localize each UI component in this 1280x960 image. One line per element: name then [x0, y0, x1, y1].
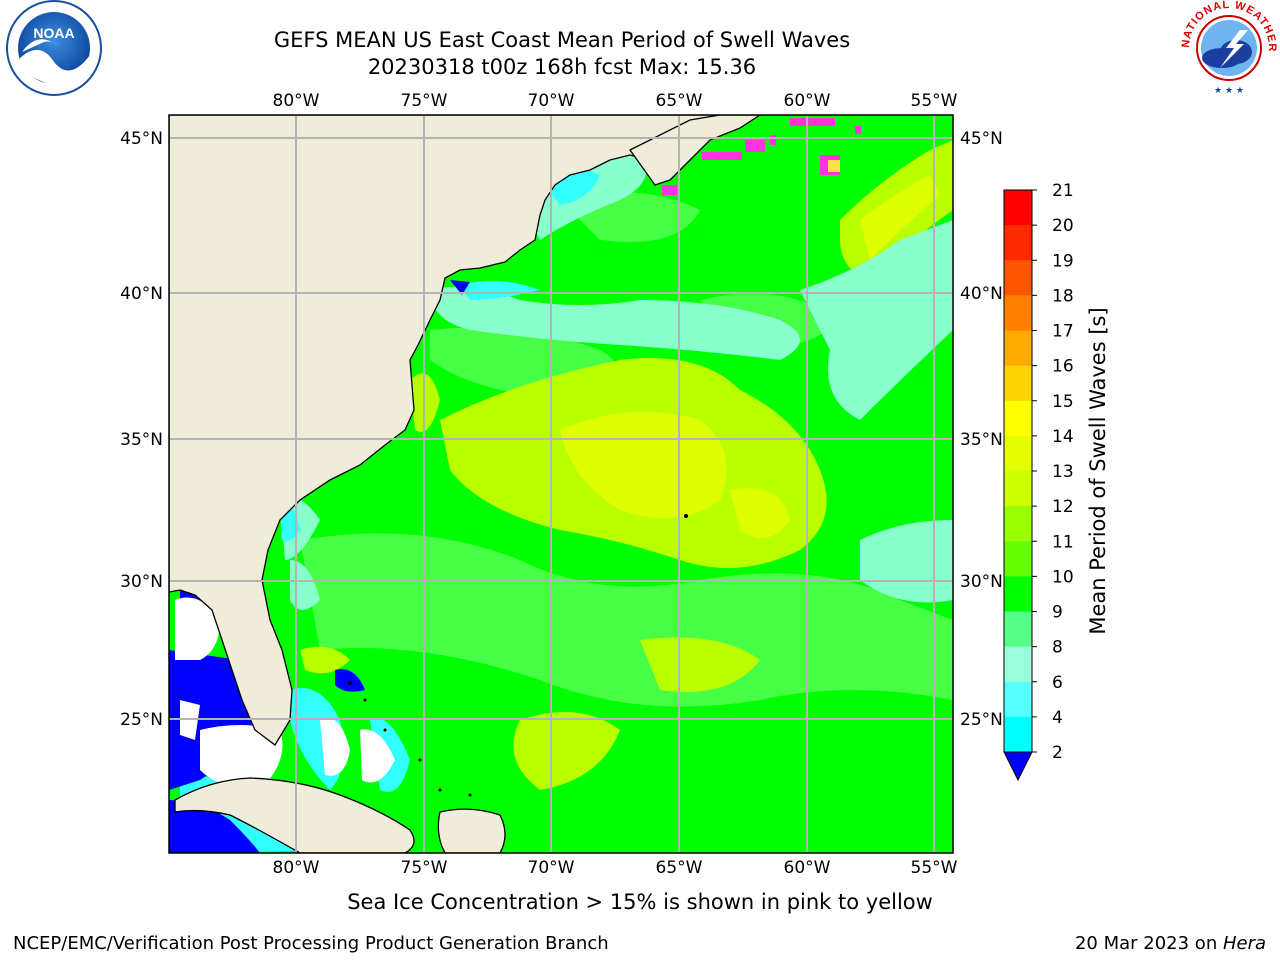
lon-label: 70°W: [528, 91, 575, 111]
land-nova-scotia: [629, 115, 762, 186]
lat-label: 45°N: [960, 129, 1003, 149]
footer-branch: NCEP/EMC/Verification Post Processing Pr…: [13, 933, 609, 954]
lat-labels-right: 45°N 40°N 35°N 30°N 25°N: [960, 129, 1003, 730]
colorbar-extension: [1003, 751, 1033, 782]
lon-label: 60°W: [784, 858, 831, 878]
lon-label: 75°W: [401, 91, 448, 111]
colorbar-tick-label: 19: [1052, 251, 1074, 271]
chart-title: GEFS MEAN US East Coast Mean Period of S…: [273, 28, 851, 52]
colorbar-segment: [1004, 576, 1032, 612]
colorbar-tick-label: 8: [1052, 638, 1063, 658]
colorbar-segment: [1004, 716, 1032, 753]
colorbar-segment: [1004, 260, 1032, 296]
lon-label: 70°W: [528, 858, 575, 878]
map-area: [169, 115, 953, 853]
footer-date-text: 20 Mar 2023 on: [1074, 933, 1223, 954]
colorbar-tick-label: 2: [1052, 743, 1063, 763]
lat-label: 25°N: [120, 710, 163, 730]
svg-text:★ ★ ★: ★ ★ ★: [1214, 86, 1244, 96]
lon-labels-top: 80°W 75°W 70°W 65°W 60°W 55°W: [273, 91, 958, 111]
lon-label: 60°W: [784, 91, 831, 111]
colorbar-tick-label: 12: [1052, 497, 1074, 517]
colorbar-tick-label: 14: [1052, 427, 1074, 447]
colorbar-tick-label: 13: [1052, 462, 1074, 482]
nws-logo: NATIONAL WEATHER SERVICE ★ ★ ★: [0, 0, 1278, 96]
footer-date: 20 Mar 2023 on Hera: [1075, 933, 1266, 954]
colorbar-tick-label: 18: [1052, 286, 1074, 306]
colorbar-tick-label: 4: [1052, 708, 1063, 728]
graticule: [169, 115, 953, 853]
sea-ice-note: Sea Ice Concentration > 15% is shown in …: [347, 890, 933, 914]
land-cuba: [174, 777, 415, 853]
colorbar-tick-label: 16: [1052, 357, 1074, 377]
lat-label: 45°N: [120, 129, 163, 149]
colorbar-segment: [1004, 365, 1032, 402]
colorbar-tick-label: 17: [1052, 322, 1074, 342]
colorbar-label: Mean Period of Swell Waves [s]: [1086, 307, 1110, 634]
lon-label: 75°W: [401, 858, 448, 878]
lon-label: 55°W: [911, 91, 958, 111]
lat-label: 40°N: [120, 284, 163, 304]
lon-label: 80°W: [273, 858, 320, 878]
lon-label: 65°W: [656, 858, 703, 878]
lat-label: 35°N: [120, 430, 163, 450]
lat-label: 40°N: [960, 284, 1003, 304]
lat-labels-left: 45°N 40°N 35°N 30°N 25°N: [120, 129, 163, 730]
lon-label: 80°W: [273, 91, 320, 111]
svg-text:NATIONAL WEATHER SERVICE: NATIONAL WEATHER SERVICE: [0, 0, 1278, 52]
lat-label: 35°N: [960, 430, 1003, 450]
colorbar-segment: [1004, 190, 1032, 226]
nws-logo-text: NATIONAL WEATHER SERVICE: [0, 0, 1277, 52]
colorbar-segment: [1004, 225, 1032, 261]
colorbar-segment: [1004, 611, 1032, 648]
colorbar-segment: [1004, 506, 1032, 542]
noaa-logo-text: NOAA: [33, 25, 74, 41]
colorbar-segment: [1004, 646, 1032, 683]
colorbar-segment: [1004, 681, 1032, 718]
lon-label: 55°W: [911, 858, 958, 878]
colorbar-segment: [1004, 330, 1032, 367]
colorbar-segment: [1004, 400, 1032, 437]
lat-label: 30°N: [120, 572, 163, 592]
footer-machine: Hera: [1222, 933, 1266, 954]
colorbar-tick-label: 11: [1052, 532, 1074, 552]
colorbar-tick-label: 9: [1052, 603, 1063, 623]
land-hispaniola: [437, 808, 506, 853]
colorbar: 21 20 19 18 17 16 15 14 13 12 11 10 9 8 6 4 2: [1003, 181, 1074, 782]
colorbar-segment: [1004, 541, 1032, 577]
colorbar-tick-label: 10: [1052, 567, 1074, 587]
lat-label: 30°N: [960, 572, 1003, 592]
colorbar-segment: [1004, 471, 1032, 507]
colorbar-tick-label: 20: [1052, 216, 1074, 236]
noaa-logo: NOAA: [6, 0, 102, 96]
lat-label: 25°N: [960, 710, 1003, 730]
colorbar-tick-label: 15: [1052, 392, 1074, 412]
lon-label: 65°W: [656, 91, 703, 111]
colorbar-tick-label: 6: [1052, 673, 1063, 693]
colorbar-segment: [1004, 435, 1032, 472]
colorbar-segment: [1004, 295, 1032, 331]
colorbar-tick-label: 21: [1052, 181, 1074, 201]
map-frame: [168, 114, 954, 854]
chart-subtitle: 20230318 t00z 168h fcst Max: 15.36: [367, 55, 757, 79]
lon-labels-bottom: 80°W 75°W 70°W 65°W 60°W 55°W: [273, 858, 958, 878]
